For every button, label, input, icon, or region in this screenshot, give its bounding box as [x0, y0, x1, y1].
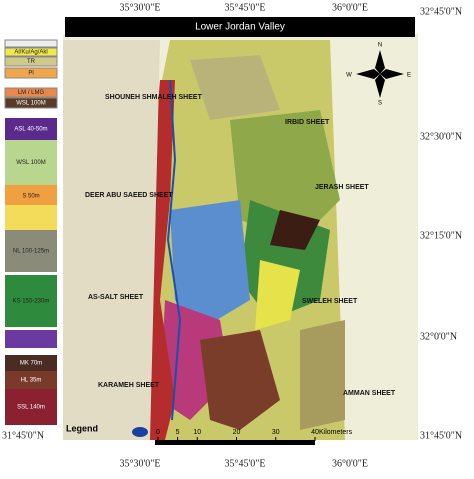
coord-label: 35°45'0"E — [225, 458, 266, 469]
compass-letter: W — [346, 73, 352, 79]
legend-column: Al/Ku/Ag/Akl TR Pl LM / LMG WSL 100M ASL 40-5… — [4, 39, 58, 425]
legend-label: WSL 100M — [16, 101, 45, 107]
legend-label: S 50m — [22, 194, 39, 200]
coord-label: 32°45'0"N — [420, 6, 462, 17]
legend-swatch — [4, 47, 58, 57]
scale-unit: Kilometers — [319, 429, 353, 436]
legend-swatch — [5, 118, 57, 140]
legend-swatch — [5, 275, 57, 327]
sheet-label: JERASH SHEET — [315, 184, 369, 191]
title-bar — [65, 17, 415, 37]
scale-label: 5 — [176, 429, 180, 436]
scale-label: 0 — [156, 429, 160, 436]
legend-swatch — [5, 355, 57, 371]
legend-title: Legend — [66, 423, 98, 433]
compass-letter: E — [407, 73, 411, 79]
scale-label: 30 — [272, 429, 280, 436]
legend-label: NL 100-125m — [13, 249, 49, 255]
legend-label: KS 150-230m — [13, 299, 50, 305]
legend-label: LM / LMG — [18, 90, 45, 96]
legend-label: HL 35m — [21, 378, 42, 384]
coord-label: 36°0'0"E — [332, 2, 368, 13]
legend-label: TR — [27, 59, 36, 65]
legend-swatch — [5, 371, 57, 389]
legend-swatch — [4, 39, 58, 48]
scale-bar — [155, 440, 315, 445]
legend-label: SSL 140m — [17, 405, 45, 411]
legend-label: Al/Ku/Ag/Akl — [14, 50, 47, 56]
sheet-label: IRBID SHEET — [285, 119, 330, 126]
coord-label: 36°0'0"E — [332, 458, 368, 469]
sheet-label: AMMAN SHEET — [343, 390, 396, 397]
coord-label: 31°45'0"N — [420, 430, 462, 441]
legend-swatch — [4, 67, 58, 79]
legend-label: ASL 40-50m — [14, 127, 47, 133]
legend-swatch — [5, 205, 57, 230]
legend-label: WSL 100M — [16, 160, 45, 166]
coord-label: 32°15'0"N — [420, 230, 462, 241]
coord-label: 32°30'0"N — [420, 131, 462, 142]
legend-swatch — [4, 56, 58, 67]
compass — [356, 50, 404, 98]
legend-swatch — [5, 140, 57, 185]
map-title: Lower Jordan Valley — [195, 22, 285, 33]
legend-swatch — [4, 97, 58, 109]
coord-label: 35°45'0"E — [225, 2, 266, 13]
legend-swatch — [4, 87, 58, 98]
sheet-label: DEER ABU SAEED SHEET — [85, 192, 173, 199]
legend-label: MK 70m — [20, 361, 42, 367]
legend-label: Pl — [28, 71, 33, 77]
legend-swatch — [5, 185, 57, 207]
sheet-label: SHOUNEH SHMALEH SHEET — [105, 94, 203, 101]
sheet-label: SWELEH SHEET — [302, 298, 358, 305]
legend-swatch — [5, 330, 57, 348]
scale-label: 20 — [233, 429, 241, 436]
sheet-label: KARAMEH SHEET — [98, 382, 160, 389]
scale-label: 10 — [193, 429, 201, 436]
coord-label: 35°30'0"E — [120, 458, 161, 469]
coord-label: 35°30'0"E — [120, 2, 161, 13]
coord-label: 32°0'0"N — [420, 331, 457, 342]
map-surface — [63, 34, 418, 440]
legend-swatch — [5, 230, 57, 272]
sheet-label: AS-SALT SHEET — [88, 294, 144, 301]
coord-label: 31°45'0"N — [2, 430, 44, 441]
legend-swatch — [5, 389, 57, 425]
compass-letter: N — [378, 43, 382, 49]
compass-letter: S — [378, 101, 382, 107]
scale-label: 40 — [311, 429, 319, 436]
